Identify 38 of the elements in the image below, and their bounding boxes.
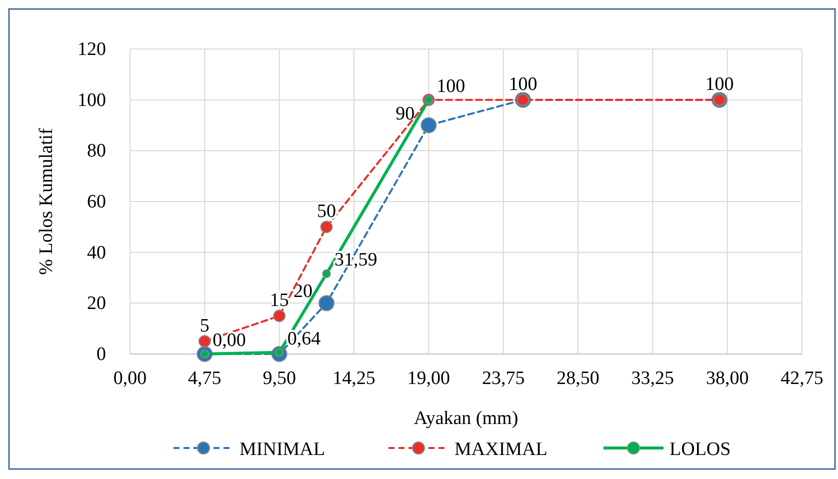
data-label: 90 <box>396 103 415 124</box>
y-tick-label: 100 <box>78 90 106 111</box>
y-tick-label: 60 <box>87 192 106 212</box>
y-tick-label: 120 <box>78 39 106 60</box>
point <box>322 269 331 278</box>
x-tick-label: 9,50 <box>262 368 296 389</box>
point <box>198 335 211 348</box>
legend-label: MAXIMAL <box>454 439 548 460</box>
x-tick-label: 14,25 <box>332 368 376 389</box>
point <box>318 295 334 312</box>
y-axis-title: % Lolos Kumulatif <box>36 127 57 275</box>
x-tick-label: 33,25 <box>631 368 674 389</box>
data-label: 5 <box>200 315 210 336</box>
data-label: 20 <box>293 281 312 302</box>
point <box>420 117 437 134</box>
data-label: 50 <box>316 200 336 222</box>
data-label: 0,00 <box>212 330 246 351</box>
data-label: 15 <box>270 290 289 311</box>
legend-label: LOLOS <box>670 439 731 460</box>
y-tick-label: 0 <box>96 344 106 365</box>
x-tick-label: 28,50 <box>556 368 600 389</box>
point <box>320 220 333 234</box>
x-tick-label: 4,75 <box>188 368 222 389</box>
data-label: 100 <box>508 74 538 95</box>
x-axis-title: Ayakan (mm) <box>414 408 518 429</box>
x-tick-label: 23,75 <box>482 368 525 389</box>
legend-label: MINIMAL <box>240 439 325 460</box>
data-label: 31,59 <box>334 250 378 271</box>
x-tick-label: 38,00 <box>706 368 749 389</box>
point <box>273 310 286 322</box>
y-tick-label: 40 <box>87 242 106 264</box>
x-tick-label: 42,75 <box>780 368 824 389</box>
data-label: 100 <box>436 76 466 97</box>
x-tick-label: 19,00 <box>407 368 450 389</box>
y-tick-label: 20 <box>87 293 106 314</box>
y-tick-label: 80 <box>87 140 106 162</box>
x-tick-label: 0,00 <box>113 368 147 389</box>
data-label: 100 <box>705 74 734 95</box>
